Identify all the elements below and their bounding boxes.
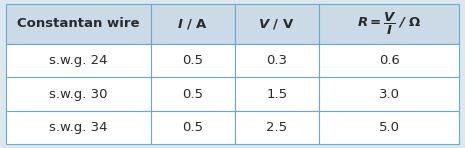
Text: 2.5: 2.5: [266, 121, 287, 134]
Bar: [319, 111, 459, 144]
Bar: [319, 44, 459, 77]
Bar: [6, 77, 151, 111]
Text: Constantan wire: Constantan wire: [17, 17, 140, 30]
Text: 1.5: 1.5: [266, 87, 287, 100]
Text: 0.3: 0.3: [266, 54, 287, 67]
Bar: [235, 44, 319, 77]
Text: 5.0: 5.0: [379, 121, 399, 134]
Text: 0.5: 0.5: [182, 121, 203, 134]
Text: $\bfit{I}$ / A: $\bfit{I}$ / A: [177, 17, 208, 31]
Text: 0.5: 0.5: [182, 87, 203, 100]
Text: s.w.g. 34: s.w.g. 34: [49, 121, 107, 134]
Text: s.w.g. 24: s.w.g. 24: [49, 54, 107, 67]
Bar: [235, 77, 319, 111]
Bar: [151, 77, 235, 111]
Text: 3.0: 3.0: [379, 87, 399, 100]
Bar: [151, 44, 235, 77]
Bar: [235, 4, 319, 44]
Bar: [319, 4, 459, 44]
Bar: [6, 4, 151, 44]
Bar: [6, 44, 151, 77]
Bar: [235, 111, 319, 144]
Bar: [319, 77, 459, 111]
Text: $\bfit{R} = \dfrac{\bfit{V}}{\bfit{I}}\ /\ \mathbf{\Omega}$: $\bfit{R} = \dfrac{\bfit{V}}{\bfit{I}}\ …: [357, 11, 421, 37]
Text: 0.6: 0.6: [379, 54, 399, 67]
Text: $\bfit{V}$ / V: $\bfit{V}$ / V: [259, 17, 295, 31]
Text: 0.5: 0.5: [182, 54, 203, 67]
Bar: [6, 111, 151, 144]
Bar: [151, 111, 235, 144]
Bar: [151, 4, 235, 44]
Text: s.w.g. 30: s.w.g. 30: [49, 87, 107, 100]
